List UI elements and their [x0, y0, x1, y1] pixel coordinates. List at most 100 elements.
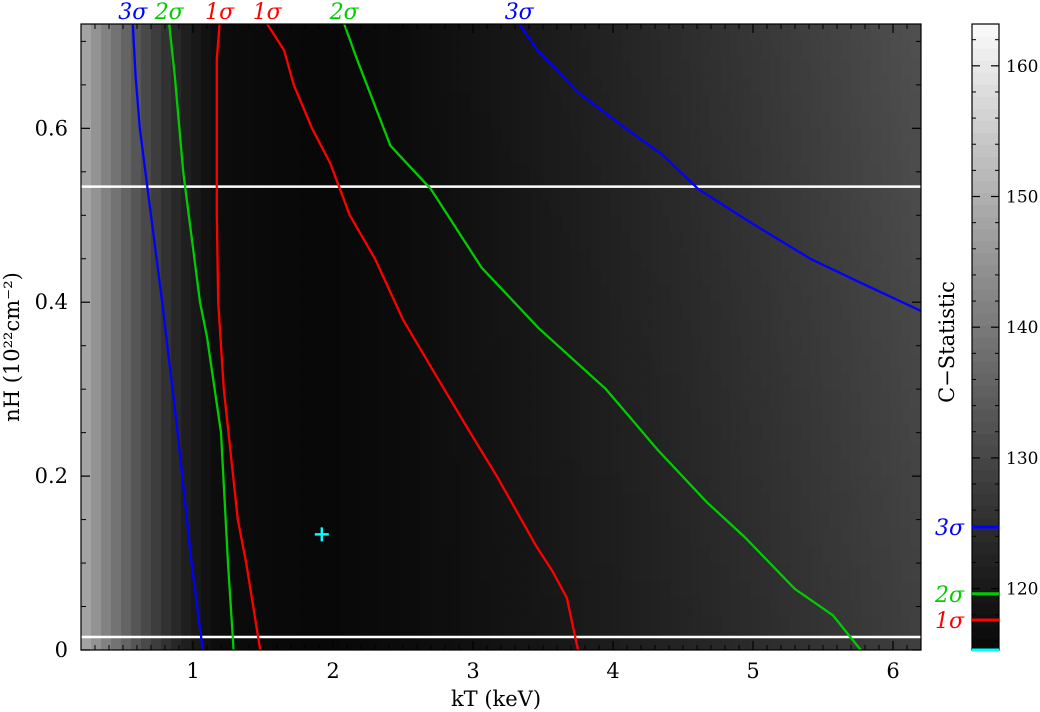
heatmap-cell	[411, 597, 422, 616]
heatmap-cell	[521, 528, 532, 547]
heatmap-cell	[171, 145, 182, 164]
heatmap-cell	[791, 24, 802, 42]
heatmap-cell	[91, 128, 102, 147]
heatmap-cell	[301, 232, 312, 251]
heatmap-cell	[201, 597, 212, 616]
heatmap-cell	[701, 441, 712, 460]
heatmap-cell	[351, 58, 362, 77]
heatmap-cell	[631, 76, 642, 95]
heatmap-cell	[251, 597, 262, 616]
heatmap-cell	[221, 302, 232, 321]
heatmap-cell	[321, 632, 332, 650]
heatmap-cell	[851, 180, 862, 199]
heatmap-cell	[871, 215, 882, 234]
heatmap-cell	[231, 580, 242, 599]
heatmap-cell	[111, 458, 122, 477]
heatmap-cell	[281, 319, 292, 338]
heatmap-cell	[101, 284, 112, 303]
heatmap-cell	[811, 632, 822, 650]
colorbar-step	[972, 180, 999, 194]
heatmap-cell	[791, 215, 802, 234]
heatmap-cell	[661, 389, 672, 408]
heatmap-cell	[671, 215, 682, 234]
heatmap-cell	[721, 493, 732, 512]
heatmap-cell	[401, 24, 412, 42]
heatmap-cell	[191, 58, 202, 77]
heatmap-cell	[841, 128, 852, 147]
heatmap-cell	[661, 128, 672, 147]
heatmap-cell	[101, 93, 112, 112]
heatmap-cell	[161, 354, 172, 373]
heatmap-cell	[841, 110, 852, 129]
heatmap-cell	[811, 180, 822, 199]
heatmap-cell	[671, 580, 682, 599]
heatmap-cell	[411, 215, 422, 234]
heatmap-cell	[681, 163, 692, 182]
heatmap-cell	[791, 319, 802, 338]
heatmap-cell	[301, 128, 312, 147]
heatmap-cell	[721, 476, 732, 495]
heatmap-cell	[751, 215, 762, 234]
heatmap-cell	[341, 458, 352, 477]
heatmap-cell	[631, 580, 642, 599]
heatmap-cell	[501, 145, 512, 164]
heatmap-cell	[531, 545, 542, 564]
heatmap-cell	[801, 145, 812, 164]
heatmap-cell	[661, 163, 672, 182]
heatmap-cell	[121, 24, 132, 42]
heatmap-cell	[751, 180, 762, 199]
heatmap-cell	[581, 232, 592, 251]
heatmap-cell	[361, 528, 372, 547]
heatmap-cell	[231, 597, 242, 616]
heatmap-cell	[341, 163, 352, 182]
heatmap-cell	[211, 615, 222, 634]
heatmap-cell	[811, 337, 822, 355]
heatmap-cell	[301, 597, 312, 616]
heatmap-cell	[561, 93, 572, 112]
heatmap-cell	[681, 528, 692, 547]
heatmap-cell	[851, 493, 862, 512]
heatmap-cell	[631, 476, 642, 495]
heatmap-cell	[401, 41, 412, 60]
heatmap-cell	[461, 232, 472, 251]
heatmap-cell	[391, 371, 402, 390]
heatmap-cell	[651, 250, 662, 269]
heatmap-cell	[651, 597, 662, 616]
heatmap-cell	[321, 319, 332, 338]
heatmap-cell	[791, 145, 802, 164]
heatmap-cell	[801, 302, 812, 321]
heatmap-cell	[281, 354, 292, 373]
heatmap-cell	[901, 76, 912, 95]
heatmap-cell	[301, 406, 312, 425]
heatmap-cell	[431, 389, 442, 408]
heatmap-cell	[771, 632, 782, 650]
heatmap-cell	[281, 180, 292, 199]
heatmap-cell	[511, 93, 522, 112]
heatmap-cell	[711, 180, 722, 199]
heatmap-cell	[281, 458, 292, 477]
heatmap-cell	[731, 563, 742, 582]
heatmap-cell	[571, 93, 582, 112]
heatmap-cell	[541, 337, 552, 355]
heatmap-cell	[391, 250, 402, 269]
heatmap-cell	[351, 441, 362, 460]
heatmap-cell	[641, 632, 652, 650]
heatmap-cell	[121, 267, 132, 286]
heatmap-cell	[241, 284, 252, 303]
heatmap-cell	[741, 423, 752, 442]
heatmap-cell	[801, 597, 812, 616]
heatmap-cell	[691, 580, 702, 599]
heatmap-cell	[871, 93, 882, 112]
heatmap-cell	[91, 267, 102, 286]
heatmap-cell	[801, 250, 812, 269]
heatmap-cell	[251, 180, 262, 199]
heatmap-cell	[371, 110, 382, 129]
heatmap-cell	[381, 302, 392, 321]
heatmap-cell	[241, 145, 252, 164]
heatmap-cell	[911, 545, 921, 564]
heatmap-cell	[411, 476, 422, 495]
colorbar-step	[972, 96, 999, 109]
colorbar-step	[972, 60, 999, 73]
heatmap-cell	[821, 93, 832, 112]
heatmap-cell	[151, 615, 162, 634]
